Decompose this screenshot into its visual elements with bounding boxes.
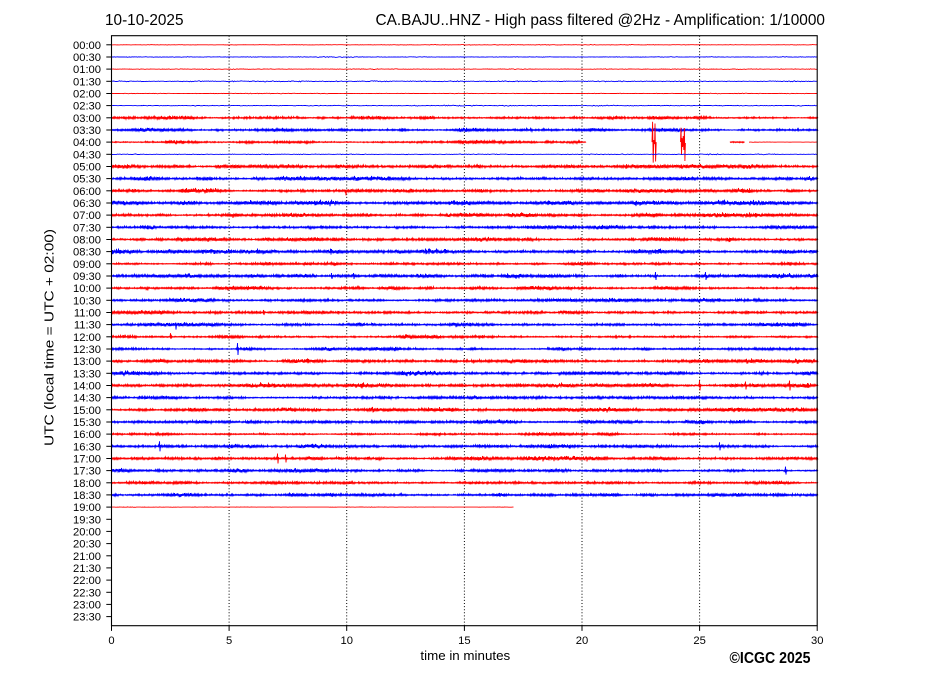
svg-text:20:30: 20:30 (73, 539, 101, 551)
svg-text:11:30: 11:30 (74, 320, 101, 332)
svg-text:23:00: 23:00 (73, 599, 101, 611)
svg-text:05:30: 05:30 (73, 174, 101, 186)
svg-text:13:00: 13:00 (73, 356, 101, 368)
svg-text:20:00: 20:00 (73, 526, 101, 538)
svg-text:16:30: 16:30 (73, 441, 101, 453)
svg-text:05:00: 05:00 (73, 162, 101, 174)
svg-text:time in minutes: time in minutes (420, 648, 510, 663)
svg-text:08:30: 08:30 (73, 247, 101, 259)
svg-text:30: 30 (811, 635, 823, 647)
svg-text:04:00: 04:00 (73, 137, 101, 149)
svg-text:11:00: 11:00 (74, 308, 101, 320)
svg-text:02:00: 02:00 (73, 89, 101, 101)
svg-text:00:00: 00:00 (73, 40, 101, 52)
svg-text:01:00: 01:00 (73, 64, 101, 76)
svg-text:13:30: 13:30 (73, 368, 101, 380)
svg-text:15:00: 15:00 (73, 405, 101, 417)
svg-text:15:30: 15:30 (73, 417, 101, 429)
svg-text:10:30: 10:30 (73, 295, 101, 307)
svg-text:14:30: 14:30 (73, 393, 101, 405)
svg-text:03:00: 03:00 (73, 113, 101, 125)
svg-text:12:00: 12:00 (73, 332, 101, 344)
svg-text:17:00: 17:00 (73, 454, 101, 466)
svg-text:18:00: 18:00 (73, 478, 101, 490)
svg-text:16:00: 16:00 (73, 429, 101, 441)
svg-text:21:30: 21:30 (73, 563, 101, 575)
svg-text:21:00: 21:00 (73, 551, 101, 563)
svg-text:12:30: 12:30 (73, 344, 101, 356)
svg-text:5: 5 (226, 635, 232, 647)
svg-text:03:30: 03:30 (73, 125, 101, 137)
svg-text:09:00: 09:00 (73, 259, 101, 271)
svg-text:07:00: 07:00 (73, 210, 101, 222)
svg-text:07:30: 07:30 (73, 222, 101, 234)
svg-text:08:00: 08:00 (73, 235, 101, 247)
svg-text:22:00: 22:00 (73, 575, 101, 587)
svg-text:02:30: 02:30 (73, 101, 101, 113)
svg-text:06:30: 06:30 (73, 198, 101, 210)
svg-text:CA.BAJU..HNZ - High pass filte: CA.BAJU..HNZ - High pass filtered @2Hz -… (376, 12, 826, 29)
svg-text:0: 0 (108, 635, 114, 647)
svg-text:10:00: 10:00 (73, 283, 101, 295)
svg-text:01:30: 01:30 (73, 76, 101, 88)
svg-text:23:30: 23:30 (73, 612, 101, 624)
svg-text:14:00: 14:00 (73, 381, 101, 393)
svg-text:25: 25 (693, 635, 705, 647)
svg-text:UTC (local time = UTC + 02:00): UTC (local time = UTC + 02:00) (42, 229, 57, 446)
svg-text:17:30: 17:30 (73, 466, 101, 478)
svg-text:19:30: 19:30 (73, 514, 101, 526)
svg-text:19:00: 19:00 (73, 502, 101, 514)
svg-text:04:30: 04:30 (73, 149, 101, 161)
svg-text:22:30: 22:30 (73, 587, 101, 599)
svg-text:09:30: 09:30 (73, 271, 101, 283)
svg-text:06:00: 06:00 (73, 186, 101, 198)
svg-text:©ICGC 2025: ©ICGC 2025 (730, 650, 811, 667)
svg-text:10-10-2025: 10-10-2025 (105, 12, 184, 29)
svg-text:15: 15 (458, 635, 470, 647)
svg-text:18:30: 18:30 (73, 490, 101, 502)
svg-text:00:30: 00:30 (73, 52, 101, 64)
svg-text:10: 10 (340, 635, 352, 647)
svg-text:20: 20 (576, 635, 588, 647)
